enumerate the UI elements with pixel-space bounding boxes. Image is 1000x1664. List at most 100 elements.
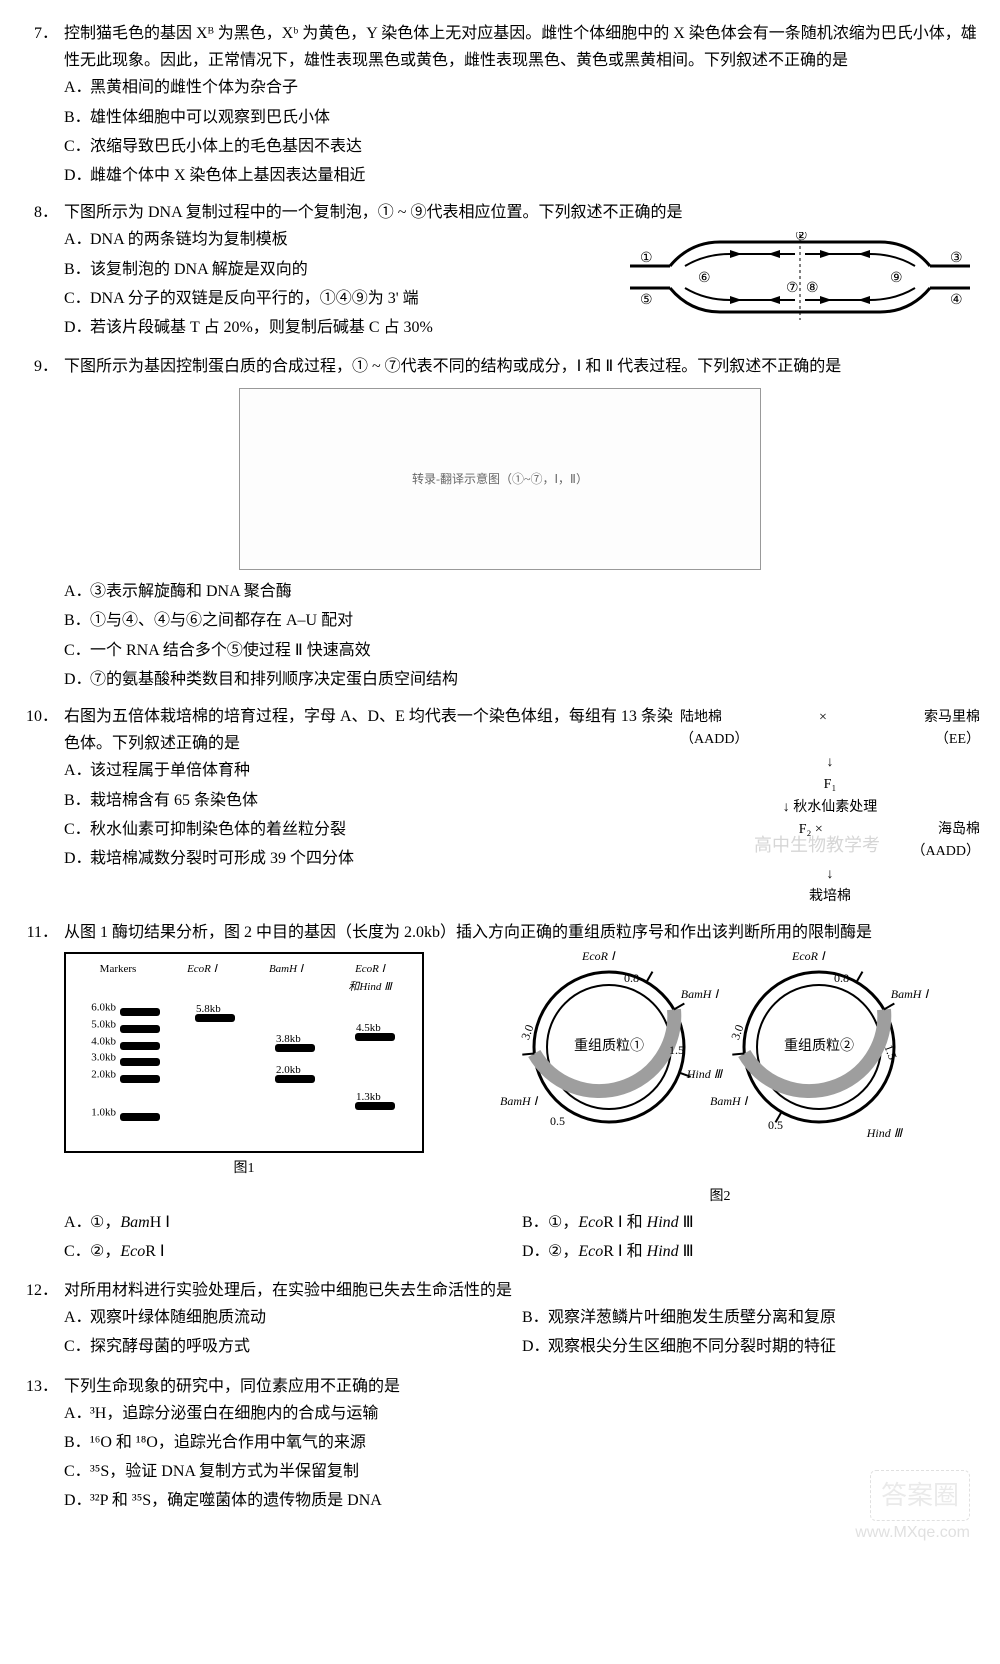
- q13-stem: 下列生命现象的研究中，同位素应用不正确的是: [64, 1373, 980, 1400]
- q10-D: 栽培棉减数分裂时可形成 39 个四分体: [90, 845, 680, 872]
- q10-product: 栽培棉: [680, 886, 980, 908]
- q7-D: 雌雄个体中 X 染色体上基因表达量相近: [90, 162, 980, 189]
- q8-D-label: D．: [64, 314, 90, 341]
- q9-stem: 下图所示为基因控制蛋白质的合成过程，① ~ ⑦代表不同的结构或成分，Ⅰ 和 Ⅱ …: [64, 353, 980, 380]
- q7-C: 浓缩导致巴氏小体上的毛色基因不表达: [90, 133, 980, 160]
- q12-number: 12．: [20, 1277, 64, 1304]
- q9-A: ③表示解旋酶和 DNA 聚合酶: [90, 578, 980, 605]
- q8-label-5: ⑤: [640, 293, 653, 308]
- watermark-2: 答案圈: [870, 1470, 970, 1520]
- q9-A-label: A．: [64, 578, 90, 605]
- q7-stem: 控制猫毛色的基因 Xᴮ 为黑色，Xᵇ 为黄色，Y 染色体上无对应基因。雌性个体细…: [64, 20, 980, 74]
- q8-label-3: ③: [950, 251, 963, 266]
- q9-number: 9．: [20, 353, 64, 380]
- q8-label-9: ⑨: [890, 271, 903, 286]
- question-11: 11． 从图 1 酶切结果分析，图 2 中目的基因（长度为 2.0kb）插入方向…: [20, 919, 980, 1268]
- q8-label-6: ⑥: [698, 271, 711, 286]
- q9-D: ⑦的氨基酸种类数目和排列顺序决定蛋白质空间结构: [90, 666, 980, 693]
- q10-f1: F₁: [680, 774, 980, 796]
- q7-A: 黑黄相间的雌性个体为杂合子: [90, 74, 980, 101]
- q10-D-label: D．: [64, 845, 90, 872]
- q11-fig1-caption: 图1: [64, 1157, 424, 1181]
- q10-B-label: B．: [64, 787, 90, 814]
- q9-D-label: D．: [64, 666, 90, 693]
- q13-A: ³H，追踪分泌蛋白在细胞内的合成与运输: [90, 1400, 980, 1427]
- q12-D: 观察根尖分生区细胞不同分裂时期的特征: [548, 1333, 980, 1360]
- q10-C: 秋水仙素可抑制染色体的着丝粒分裂: [90, 816, 680, 843]
- q8-number: 8．: [20, 199, 64, 226]
- q10-cross: ×: [819, 707, 827, 729]
- q8-label-2: ②: [795, 232, 808, 244]
- q8-B: 该复制泡的 DNA 解旋是双向的: [90, 256, 620, 283]
- q10-stem: 右图为五倍体栽培棉的培育过程，字母 A、D、E 均代表一个染色体组，每组有 13…: [64, 703, 680, 757]
- q10-parent1: 陆地棉: [680, 710, 722, 725]
- q11-fig2-caption: 图2: [460, 1185, 980, 1209]
- q9-C: 一个 RNA 结合多个⑤使过程 Ⅱ 快速高效: [90, 637, 980, 664]
- q8-C-label: C．: [64, 285, 90, 312]
- q8-D: 若该片段碱基 T 占 20%，则复制后碱基 C 占 30%: [90, 314, 620, 341]
- q10-figure: 陆地棉 × 索马里棉 （AADD） （EE） ↓ F₁ ↓ 秋水仙素处理 F₂ …: [680, 703, 980, 909]
- plasmid-1: 重组质粒① EcoR Ⅰ BamH Ⅰ Hind Ⅲ BamH Ⅰ 0.8 1.…: [514, 952, 704, 1142]
- q7-A-label: A．: [64, 74, 90, 101]
- q12-stem: 对所用材料进行实验处理后，在实验中细胞已失去生命活性的是: [64, 1277, 980, 1304]
- q11-stem: 从图 1 酶切结果分析，图 2 中目的基因（长度为 2.0kb）插入方向正确的重…: [64, 919, 980, 946]
- question-7: 7． 控制猫毛色的基因 Xᴮ 为黑色，Xᵇ 为黄色，Y 染色体上无对应基因。雌性…: [20, 20, 980, 189]
- question-9: 9． 下图所示为基因控制蛋白质的合成过程，① ~ ⑦代表不同的结构或成分，Ⅰ 和…: [20, 353, 980, 693]
- q7-D-label: D．: [64, 162, 90, 189]
- q11-A: ①，BamH Ⅰ: [90, 1209, 522, 1236]
- gel-lane-ecori-hind: EcoR Ⅰ 和Hind Ⅲ: [348, 963, 391, 994]
- question-8: 8． 下图所示为 DNA 复制过程中的一个复制泡，① ~ ⑨代表相应位置。下列叙…: [20, 199, 980, 343]
- q8-B-label: B．: [64, 256, 90, 283]
- q12-A: 观察叶绿体随细胞质流动: [90, 1304, 522, 1331]
- gel-lane-ecori: EcoR Ⅰ: [187, 963, 217, 975]
- q8-A: DNA 的两条链均为复制模板: [90, 226, 620, 253]
- q8-figure: ① ② ③ ④ ⑤ ⑥ ⑦ ⑧ ⑨: [620, 226, 980, 343]
- q13-D: ³²P 和 ³⁵S，确定噬菌体的遗传物质是 DNA: [90, 1487, 980, 1514]
- q10-C-label: C．: [64, 816, 90, 843]
- q10-parent2-genome: （EE）: [935, 729, 980, 751]
- q13-C: ³⁵S，验证 DNA 复制方式为半保留复制: [90, 1458, 980, 1485]
- watermark-3: www.MXqe.com: [855, 1519, 970, 1546]
- q10-treatment: 秋水仙素处理: [793, 800, 877, 815]
- q13-B: ¹⁶O 和 ¹⁸O，追踪光合作用中氧气的来源: [90, 1429, 980, 1456]
- q10-A: 该过程属于单倍体育种: [90, 757, 680, 784]
- q9-B-label: B．: [64, 607, 90, 634]
- q10-arrow2: ↓: [783, 800, 790, 815]
- gel-lane-markers: Markers: [76, 960, 160, 997]
- q7-B: 雄性体细胞中可以观察到巴氏小体: [90, 104, 980, 131]
- q13-number: 13．: [20, 1373, 64, 1400]
- q7-C-label: C．: [64, 133, 90, 160]
- q10-arrow3: ↓: [680, 864, 980, 886]
- q9-figure: 转录-翻译示意图（①~⑦，Ⅰ，Ⅱ）: [239, 388, 761, 570]
- question-13: 13． 下列生命现象的研究中，同位素应用不正确的是 A．³H，追踪分泌蛋白在细胞…: [20, 1373, 980, 1515]
- q8-A-label: A．: [64, 226, 90, 253]
- question-12: 12． 对所用材料进行实验处理后，在实验中细胞已失去生命活性的是 A．观察叶绿体…: [20, 1277, 980, 1363]
- q12-B: 观察洋葱鳞片叶细胞发生质壁分离和复原: [548, 1304, 980, 1331]
- q11-B: ①，EcoR Ⅰ 和 Hind Ⅲ: [548, 1209, 980, 1236]
- exam-page: 7． 控制猫毛色的基因 Xᴮ 为黑色，Xᵇ 为黄色，Y 染色体上无对应基因。雌性…: [0, 0, 1000, 1565]
- q11-number: 11．: [20, 919, 64, 946]
- q11-D: ②，EcoR Ⅰ 和 Hind Ⅲ: [548, 1238, 980, 1265]
- q8-label-7: ⑦: [786, 281, 799, 296]
- q10-B: 栽培棉含有 65 条染色体: [90, 787, 680, 814]
- q10-parent1-genome: （AADD）: [680, 729, 748, 751]
- q9-B: ①与④、④与⑥之间都存在 A–U 配对: [90, 607, 980, 634]
- q9-C-label: C．: [64, 637, 90, 664]
- q7-B-label: B．: [64, 104, 90, 131]
- q8-stem: 下图所示为 DNA 复制过程中的一个复制泡，① ~ ⑨代表相应位置。下列叙述不正…: [64, 199, 980, 226]
- q7-number: 7．: [20, 20, 64, 74]
- q11-figure1: Markers EcoR Ⅰ BamH Ⅰ EcoR Ⅰ 和Hind Ⅲ 6.0…: [64, 952, 424, 1181]
- gel-lane-bamhi: BamH Ⅰ: [269, 963, 303, 975]
- q12-C: 探究酵母菌的呼吸方式: [90, 1333, 522, 1360]
- q10-number: 10．: [20, 703, 64, 757]
- question-10: 10． 右图为五倍体栽培棉的培育过程，字母 A、D、E 均代表一个染色体组，每组…: [20, 703, 980, 909]
- q10-A-label: A．: [64, 757, 90, 784]
- q10-parent2: 索马里棉: [924, 710, 980, 725]
- gel-ylabels: 6.0kb 5.0kb 4.0kb 3.0kb 2.0kb 1.0kb: [74, 1001, 116, 1141]
- watermark-1: 高中生物教学考: [754, 830, 880, 861]
- q11-C: ②，EcoR Ⅰ: [90, 1238, 522, 1265]
- q8-C: DNA 分子的双链是反向平行的，①④⑨为 3' 端: [90, 285, 620, 312]
- q8-label-4: ④: [950, 293, 963, 308]
- q8-label-1: ①: [640, 251, 653, 266]
- plasmid-2: 重组质粒② EcoR Ⅰ BamH Ⅰ Hind Ⅲ BamH Ⅰ 0.8 1.…: [724, 952, 914, 1142]
